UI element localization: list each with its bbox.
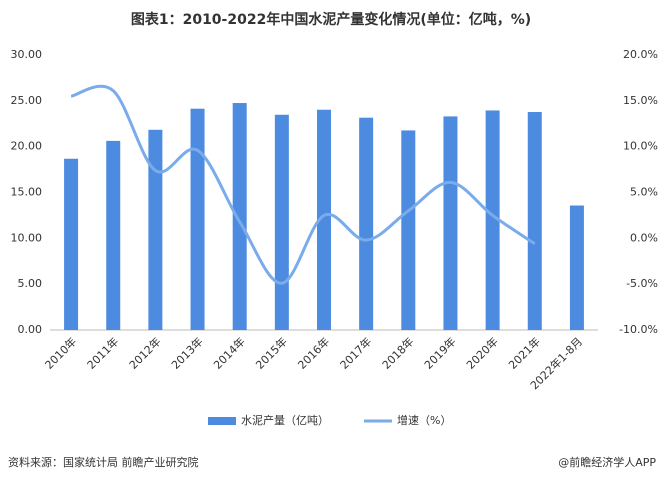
y2-tick-label: 15.0% [623, 94, 658, 107]
y2-tick-label: 20.0% [623, 48, 658, 61]
y-tick-label: 5.00 [18, 277, 43, 290]
legend-label: 水泥产量（亿吨） [241, 413, 329, 427]
x-tick-label: 2010年 [42, 334, 79, 371]
line [70, 84, 536, 285]
x-tick-label: 2012年 [126, 334, 163, 371]
bar [106, 140, 121, 330]
bar [401, 130, 416, 330]
legend-swatch [208, 417, 236, 425]
x-tick-label: 2020年 [463, 334, 500, 371]
bar [443, 116, 458, 331]
bar [148, 129, 163, 330]
source: 资料来源：国家统计局 前瞻产业研究院 [8, 455, 199, 469]
credit: @前瞻经济学人APP [558, 455, 656, 469]
bar [64, 158, 79, 330]
y2-tick-label: -10.0% [619, 323, 658, 336]
x-tick-label: 2013年 [168, 334, 205, 371]
bar [359, 117, 374, 330]
x-tick-label: 2019年 [421, 334, 458, 371]
legend-label: 增速（%） [397, 413, 451, 427]
x-tick-label: 2017年 [337, 334, 374, 371]
x-tick-label: 2016年 [295, 334, 332, 371]
bar [569, 205, 584, 330]
y-tick-label: 0.00 [18, 323, 43, 336]
y-tick-label: 10.00 [11, 231, 43, 244]
x-tick-label: 2021年 [506, 334, 543, 371]
x-tick-label: 2018年 [379, 334, 416, 371]
y-tick-label: 25.00 [11, 94, 43, 107]
bar [274, 114, 289, 331]
bar [232, 103, 247, 331]
bar [485, 110, 500, 330]
bar [190, 108, 205, 330]
bar [317, 109, 331, 330]
y2-tick-label: 5.0% [630, 186, 658, 199]
bar [527, 112, 542, 331]
y2-tick-label: 0.0% [630, 231, 658, 244]
y-tick-label: 30.00 [11, 48, 43, 61]
x-tick-label: 2014年 [210, 334, 247, 371]
y-tick-label: 20.00 [11, 140, 43, 153]
chart-title: 图表1：2010-2022年中国水泥产量变化情况(单位：亿吨，%) [131, 11, 531, 28]
x-tick-label: 2015年 [253, 334, 290, 371]
y2-tick-label: -5.0% [626, 277, 658, 290]
y2-tick-label: 10.0% [623, 140, 658, 153]
x-tick-label: 2011年 [84, 334, 121, 371]
y-tick-label: 15.00 [11, 186, 43, 199]
